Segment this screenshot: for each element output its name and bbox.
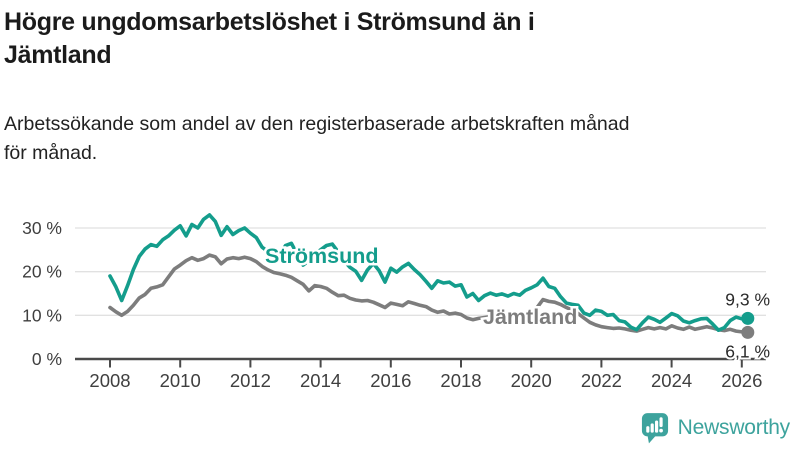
series-line-jmtland bbox=[108, 253, 750, 335]
y-tick-label: 10 % bbox=[22, 305, 62, 325]
x-tick-label: 2014 bbox=[300, 370, 341, 391]
chart-title-line1: Högre ungdomsarbetslöshet i Strömsund än… bbox=[4, 8, 535, 36]
series-end-dot-strmsund bbox=[741, 311, 755, 325]
chart-subtitle-line2: för månad. bbox=[4, 142, 98, 164]
newsworthy-logo: Newsworthy bbox=[641, 412, 790, 444]
line-chart-svg: 0 % 10 % 20 % 30 % 2008 2010 2012 2014 2016 2018 2… bbox=[22, 213, 772, 391]
chart-area: 0 % 10 % 20 % 30 % 2008 2010 2012 2014 2016 2018 2… bbox=[0, 205, 800, 395]
series-end-value-strmsund: 9,3 % bbox=[725, 289, 770, 309]
x-tick-label: 2016 bbox=[370, 370, 411, 391]
x-tick-label: 2012 bbox=[230, 370, 271, 391]
x-tick-label: 2022 bbox=[581, 370, 622, 391]
y-tick-label: 0 % bbox=[32, 349, 62, 369]
chart-subtitle: Arbetssökande som andel av den registerb… bbox=[4, 110, 629, 168]
x-tick-label: 2020 bbox=[511, 370, 552, 391]
x-tick-label: 2010 bbox=[160, 370, 201, 391]
newsworthy-logo-icon bbox=[641, 413, 668, 444]
chart-subtitle-line1: Arbetssökande som andel av den registerb… bbox=[4, 113, 630, 135]
chart-title-line2: Jämtland bbox=[4, 41, 112, 69]
series-end-dot-jmtland bbox=[741, 325, 755, 339]
series-label-strmsund: Strömsund bbox=[265, 244, 378, 268]
series-end-value-jmtland: 6,1 % bbox=[725, 341, 770, 361]
y-tick-label: 20 % bbox=[22, 262, 62, 282]
chart-title: Högre ungdomsarbetslöshet i Strömsund än… bbox=[4, 6, 535, 72]
x-tick-label: 2026 bbox=[721, 370, 762, 391]
newsworthy-logo-text: Newsworthy bbox=[677, 416, 791, 439]
x-tick-label: 2018 bbox=[440, 370, 481, 391]
x-tick-label: 2008 bbox=[89, 370, 130, 391]
series-line-strmsund bbox=[108, 213, 750, 333]
series-label-jmtland: Jämtland bbox=[483, 305, 577, 329]
x-tick-label: 2024 bbox=[651, 370, 692, 391]
y-tick-label: 30 % bbox=[22, 218, 62, 238]
